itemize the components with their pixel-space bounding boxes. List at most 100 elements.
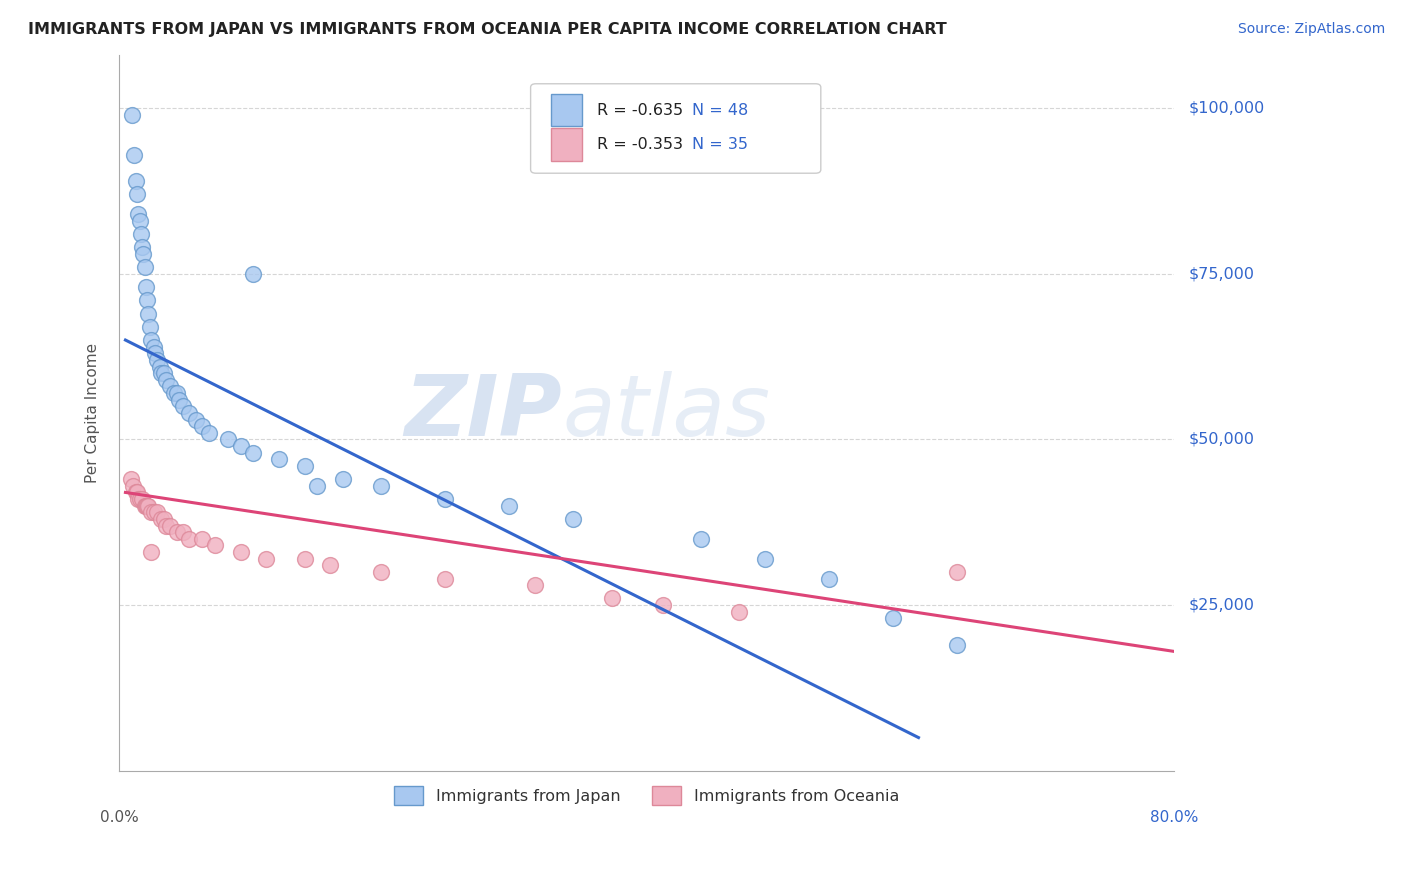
- Point: [153, 366, 176, 380]
- Point: [267, 452, 290, 467]
- Point: [138, 499, 160, 513]
- FancyBboxPatch shape: [530, 84, 821, 173]
- Point: [434, 572, 457, 586]
- Point: [946, 638, 969, 652]
- Point: [523, 578, 546, 592]
- FancyBboxPatch shape: [551, 128, 582, 161]
- Point: [600, 591, 623, 606]
- Point: [242, 445, 264, 459]
- Point: [307, 479, 329, 493]
- Point: [159, 518, 181, 533]
- Point: [294, 551, 316, 566]
- Point: [136, 499, 159, 513]
- Point: [229, 439, 252, 453]
- Text: $100,000: $100,000: [1188, 101, 1264, 116]
- Point: [172, 525, 194, 540]
- Point: [125, 485, 148, 500]
- Point: [191, 419, 214, 434]
- Point: [146, 505, 169, 519]
- Point: [754, 551, 776, 566]
- Point: [122, 479, 145, 493]
- Point: [294, 458, 316, 473]
- Point: [882, 611, 904, 625]
- Point: [128, 491, 150, 506]
- Point: [124, 174, 146, 188]
- Point: [131, 491, 153, 506]
- Point: [370, 479, 392, 493]
- Point: [124, 147, 146, 161]
- Point: [217, 433, 239, 447]
- Point: [166, 386, 188, 401]
- Point: [166, 525, 188, 540]
- Point: [197, 425, 219, 440]
- Point: [134, 260, 156, 275]
- Point: [150, 366, 173, 380]
- Text: atlas: atlas: [562, 371, 770, 454]
- Point: [163, 386, 186, 401]
- Point: [155, 518, 177, 533]
- Point: [121, 108, 143, 122]
- Point: [124, 485, 146, 500]
- Point: [139, 333, 162, 347]
- Point: [434, 491, 457, 506]
- Point: [139, 545, 162, 559]
- Point: [159, 379, 181, 393]
- Point: [651, 598, 673, 612]
- Text: N = 48: N = 48: [692, 103, 748, 118]
- Point: [818, 572, 841, 586]
- Point: [146, 352, 169, 367]
- Text: R = -0.353: R = -0.353: [598, 137, 683, 152]
- Point: [153, 512, 176, 526]
- Text: 80.0%: 80.0%: [1150, 810, 1198, 825]
- Point: [127, 207, 149, 221]
- Point: [134, 499, 156, 513]
- Point: [191, 532, 214, 546]
- Point: [132, 247, 155, 261]
- Point: [142, 340, 165, 354]
- Point: [139, 319, 162, 334]
- Point: [254, 551, 277, 566]
- Point: [120, 472, 142, 486]
- Point: [155, 373, 177, 387]
- Point: [332, 472, 354, 486]
- Point: [242, 267, 264, 281]
- Point: [136, 293, 159, 308]
- FancyBboxPatch shape: [551, 95, 582, 127]
- Point: [179, 406, 201, 420]
- Point: [138, 307, 160, 321]
- Point: [131, 240, 153, 254]
- Text: $75,000: $75,000: [1188, 267, 1254, 281]
- Point: [229, 545, 252, 559]
- Point: [319, 558, 342, 573]
- Point: [142, 505, 165, 519]
- Point: [128, 214, 150, 228]
- Text: ZIP: ZIP: [405, 371, 562, 454]
- Point: [690, 532, 713, 546]
- Point: [135, 280, 157, 294]
- Point: [139, 505, 162, 519]
- Legend: Immigrants from Japan, Immigrants from Oceania: Immigrants from Japan, Immigrants from O…: [387, 779, 907, 813]
- Point: [184, 412, 207, 426]
- Text: $25,000: $25,000: [1188, 598, 1254, 613]
- Point: [150, 512, 173, 526]
- Text: Source: ZipAtlas.com: Source: ZipAtlas.com: [1237, 22, 1385, 37]
- Text: $50,000: $50,000: [1188, 432, 1254, 447]
- Point: [179, 532, 201, 546]
- Point: [149, 359, 172, 374]
- Point: [728, 605, 751, 619]
- Point: [498, 499, 520, 513]
- Point: [135, 499, 157, 513]
- Text: 0.0%: 0.0%: [100, 810, 138, 825]
- Point: [129, 227, 152, 241]
- Point: [127, 491, 149, 506]
- Point: [125, 187, 148, 202]
- Point: [143, 346, 166, 360]
- Point: [204, 538, 226, 552]
- Point: [167, 392, 190, 407]
- Y-axis label: Per Capita Income: Per Capita Income: [86, 343, 100, 483]
- Text: N = 35: N = 35: [692, 137, 748, 152]
- Point: [172, 399, 194, 413]
- Point: [562, 512, 585, 526]
- Point: [370, 565, 392, 579]
- Point: [946, 565, 969, 579]
